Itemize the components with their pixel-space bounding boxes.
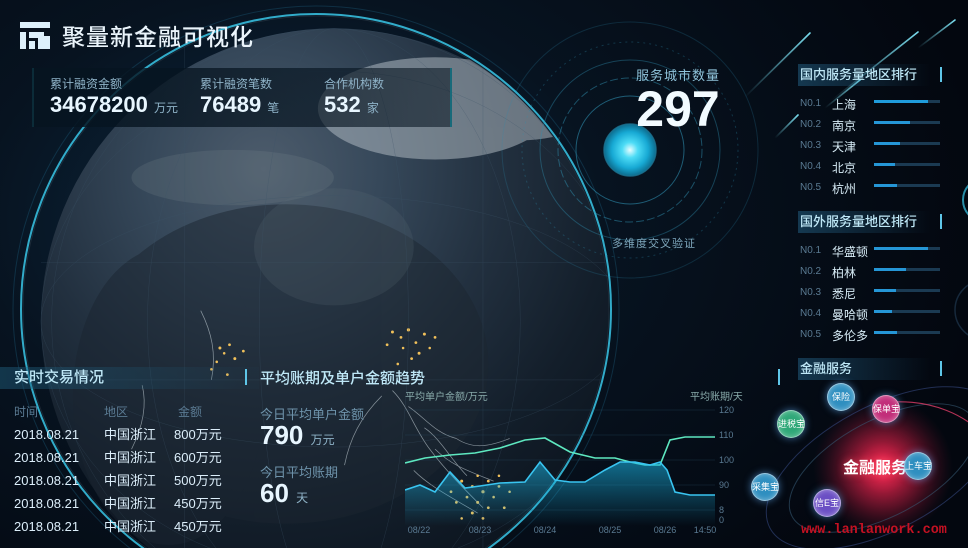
svg-text:08/26: 08/26 bbox=[654, 525, 677, 535]
svg-text:90: 90 bbox=[719, 480, 729, 490]
svg-text:0: 0 bbox=[719, 515, 724, 525]
svg-text:100: 100 bbox=[719, 455, 734, 465]
svg-text:120: 120 bbox=[719, 405, 734, 415]
svg-text:110: 110 bbox=[719, 430, 733, 440]
svg-text:08/24: 08/24 bbox=[534, 525, 557, 535]
svg-text:08/22: 08/22 bbox=[408, 525, 431, 535]
svg-text:8: 8 bbox=[719, 505, 724, 515]
svg-text:金融服务: 金融服务 bbox=[843, 458, 907, 477]
svg-text:14:50: 14:50 bbox=[694, 525, 717, 535]
svg-text:08/23: 08/23 bbox=[469, 525, 492, 535]
svg-text:08/25: 08/25 bbox=[599, 525, 622, 535]
